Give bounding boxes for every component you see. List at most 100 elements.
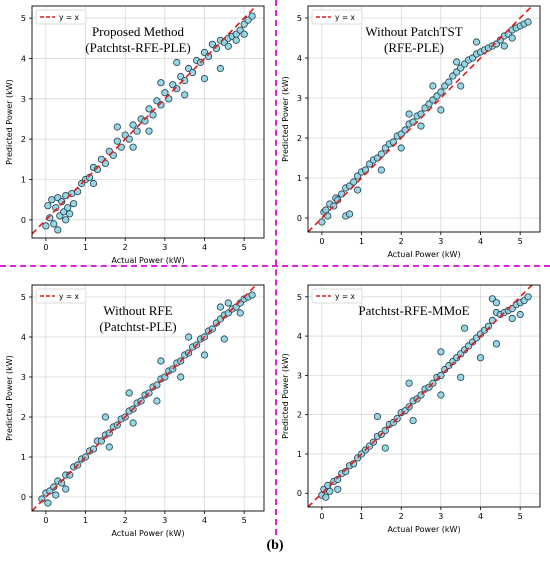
x-tick-label: 3	[438, 512, 443, 521]
data-point	[101, 413, 110, 421]
data-point	[54, 226, 62, 234]
data-point	[334, 485, 342, 493]
x-tick-label: 0	[319, 237, 324, 246]
data-point	[437, 88, 445, 96]
reference-line	[31, 5, 257, 235]
vertical-divider	[275, 0, 277, 535]
data-point	[472, 38, 481, 46]
data-point	[177, 373, 185, 381]
data-point	[145, 105, 153, 113]
y-tick-label: 2	[21, 135, 26, 144]
data-point	[89, 179, 98, 188]
data-point	[429, 82, 437, 90]
y-axis-label: Predicted Power (kW)	[5, 79, 14, 165]
data-point	[58, 198, 66, 206]
data-point	[48, 196, 56, 204]
data-point	[85, 173, 94, 182]
x-tick-label: 5	[518, 237, 523, 246]
x-tick-label: 2	[399, 237, 404, 246]
data-point	[524, 18, 532, 26]
data-point	[322, 206, 330, 214]
chart-panel-1: 0 1 2 3 4 5 0 1 2 3 4 5 Actual Power (kW) Predicted P…	[5, 5, 265, 265]
data-point	[353, 186, 362, 194]
data-point	[181, 77, 189, 85]
data-point	[157, 357, 165, 365]
data-point	[93, 165, 102, 173]
data-point	[500, 42, 508, 50]
data-point	[216, 64, 224, 73]
method-annotation: Patchtst-RFE-MMoE	[358, 303, 469, 318]
legend-label: y = x	[59, 292, 79, 301]
legend-box	[35, 9, 87, 25]
data-point	[342, 467, 350, 476]
x-tick-label: 4	[202, 243, 207, 252]
data-point	[62, 485, 70, 493]
data-points	[42, 12, 256, 234]
data-point	[113, 137, 121, 145]
y-axis-label: Predicted Power (kW)	[5, 355, 14, 441]
y-tick-label: 2	[21, 413, 26, 422]
data-point	[405, 110, 413, 118]
x-tick-label: 4	[478, 237, 483, 246]
data-point	[70, 200, 78, 208]
data-point	[524, 293, 532, 301]
y-tick-label: 5	[297, 14, 302, 23]
data-point	[508, 34, 516, 42]
y-tick-label: 3	[21, 95, 26, 104]
data-point	[161, 89, 169, 97]
x-tick-label: 2	[123, 243, 128, 252]
y-tick-label: 4	[297, 332, 302, 341]
data-point	[417, 122, 425, 130]
legend-label: y = x	[335, 292, 355, 301]
data-point	[50, 483, 58, 491]
data-point	[200, 75, 209, 83]
y-tick-label: 3	[297, 371, 302, 380]
x-tick-label: 4	[478, 512, 483, 521]
data-point	[405, 379, 413, 387]
legend-box	[311, 9, 363, 25]
y-tick-label: 4	[21, 54, 26, 63]
y-tick-label: 5	[297, 293, 302, 302]
data-point	[516, 310, 524, 319]
data-point	[326, 487, 334, 495]
data-point	[58, 479, 66, 487]
data-point	[157, 79, 165, 87]
data-point	[129, 419, 137, 427]
data-point	[232, 36, 240, 44]
data-point	[133, 127, 141, 135]
plot-frame	[307, 284, 541, 508]
y-tick-label: 5	[21, 293, 26, 302]
data-point	[42, 222, 50, 230]
data-point	[437, 391, 445, 399]
data-point	[185, 333, 193, 341]
legend: y = x	[35, 288, 87, 304]
data-point	[457, 373, 465, 381]
data-point	[322, 493, 330, 501]
data-points	[318, 18, 532, 226]
legend: y = x	[311, 9, 363, 25]
x-tick-label: 2	[399, 512, 404, 521]
data-point	[50, 220, 58, 228]
data-point	[62, 216, 70, 224]
y-tick-label: 0	[297, 489, 302, 498]
y-tick-label: 2	[297, 134, 302, 143]
x-tick-label: 1	[83, 243, 88, 252]
plot-frame	[31, 284, 265, 512]
data-point	[200, 351, 209, 359]
x-tick-label: 0	[43, 516, 48, 525]
reference-line	[307, 5, 533, 233]
data-point	[153, 397, 161, 405]
method-annotation: Without RFE	[103, 303, 172, 318]
data-point	[334, 196, 342, 204]
data-point	[173, 58, 181, 67]
data-point	[129, 121, 137, 129]
reference-line	[31, 284, 257, 512]
data-point	[476, 354, 485, 362]
y-tick-label: 0	[21, 216, 26, 225]
chart-panel-2: 0 1 2 3 4 5 0 1 2 3 4 5 Actual Power (kW) Predicted P…	[281, 5, 541, 259]
y-tick-label: 0	[297, 214, 302, 223]
data-point	[224, 42, 232, 50]
method-annotation: (RFE-PLE)	[384, 40, 444, 55]
method-annotation: Without PatchTST	[365, 24, 462, 39]
data-point	[460, 324, 469, 332]
